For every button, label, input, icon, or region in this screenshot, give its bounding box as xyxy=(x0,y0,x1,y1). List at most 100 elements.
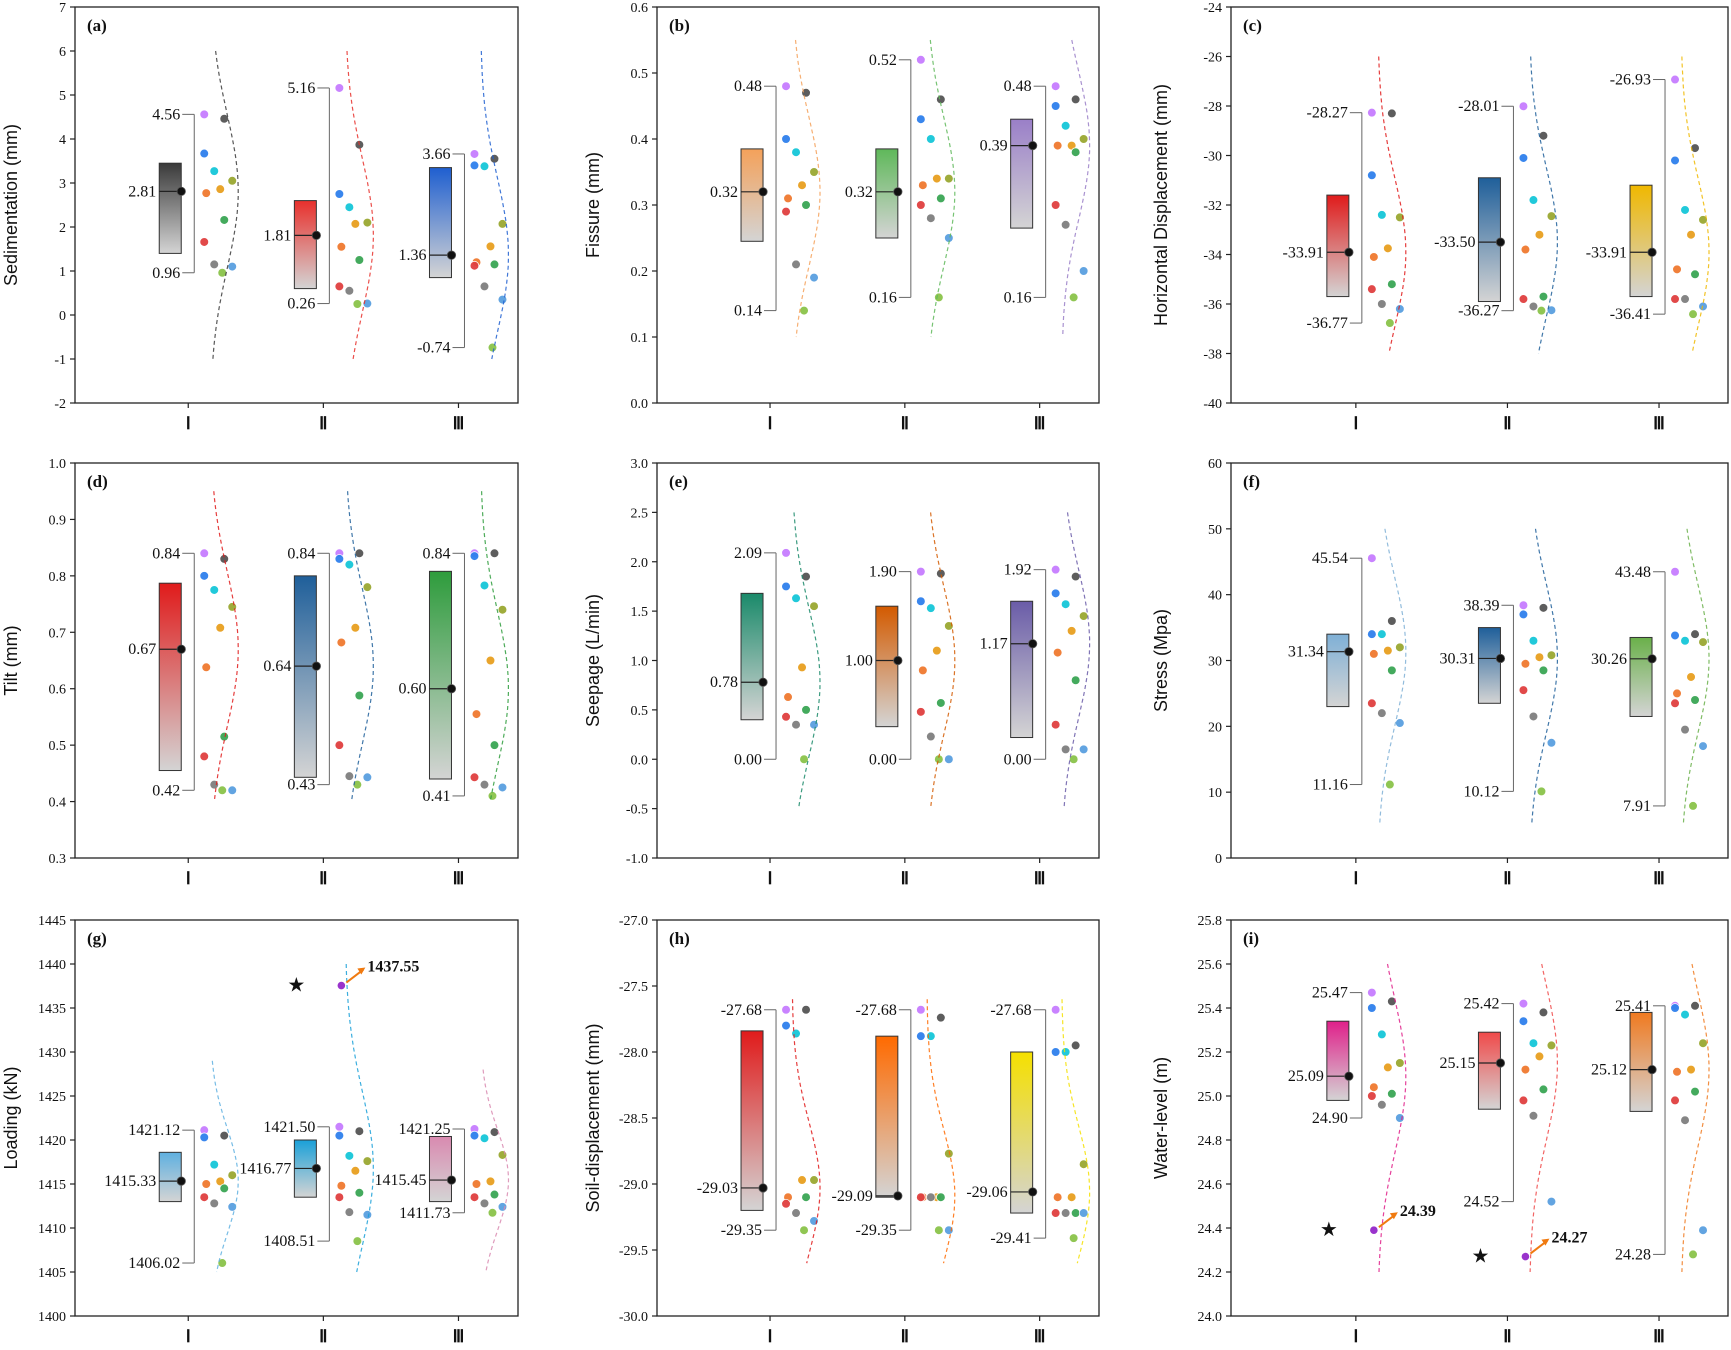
data-point xyxy=(944,1225,954,1235)
data-point xyxy=(1680,1115,1690,1125)
panel-label: (b) xyxy=(669,16,690,35)
mean-point xyxy=(311,1163,321,1174)
group-d-2: 0.84 0.64 0.43 xyxy=(263,491,374,802)
panel-label: (e) xyxy=(669,472,688,491)
data-point xyxy=(1670,1003,1680,1013)
min-label: 1411.73 xyxy=(399,1205,450,1222)
data-point xyxy=(944,754,954,765)
data-point xyxy=(1686,672,1696,682)
x-tick-label: Ⅱ xyxy=(319,414,327,433)
data-point xyxy=(936,698,946,708)
data-point xyxy=(1078,134,1089,144)
y-tick-label: 1405 xyxy=(38,1266,66,1281)
data-point xyxy=(1395,1113,1405,1123)
min-label: -0.74 xyxy=(417,340,450,357)
data-point xyxy=(227,1170,238,1180)
density-curve xyxy=(1531,528,1558,826)
density-curve xyxy=(794,39,821,338)
data-point xyxy=(209,1159,220,1170)
data-point xyxy=(1538,1084,1549,1095)
data-point xyxy=(799,754,809,765)
data-point xyxy=(1680,205,1690,215)
y-tick-label: 1445 xyxy=(38,914,66,929)
max-label: 0.48 xyxy=(734,78,762,95)
y-tick-label: 6 xyxy=(59,45,66,60)
data-point xyxy=(1690,695,1700,705)
data-point xyxy=(1686,229,1696,240)
panel-label: (c) xyxy=(1243,16,1262,35)
box-body xyxy=(1477,627,1501,704)
max-label: 0.84 xyxy=(287,545,315,562)
data-point xyxy=(352,1236,363,1246)
max-label: 38.39 xyxy=(1463,597,1499,614)
y-tick-label: 0.4 xyxy=(49,796,67,811)
max-label: 0.48 xyxy=(1004,78,1032,95)
y-tick-label: 0 xyxy=(1215,852,1222,867)
mean-label: -29.06 xyxy=(966,1184,1007,1201)
density-curve xyxy=(929,39,956,338)
y-tick-label: -28 xyxy=(1203,100,1222,115)
x-tick-label: Ⅲ xyxy=(1034,869,1046,888)
density-curve xyxy=(930,512,956,809)
y-axis-label: Soil-displacement (mm) xyxy=(583,1023,603,1212)
y-tick-label: -24 xyxy=(1203,1,1222,16)
data-point xyxy=(344,285,355,296)
y-tick-label: 7 xyxy=(59,1,66,16)
mean-point xyxy=(1647,654,1657,664)
y-tick-label: 1.0 xyxy=(631,655,649,670)
data-point xyxy=(469,1130,480,1141)
data-point xyxy=(781,711,791,722)
data-point xyxy=(1690,1086,1700,1097)
data-point xyxy=(1377,708,1387,718)
data-point xyxy=(479,1133,490,1144)
data-point xyxy=(1670,630,1680,641)
y-tick-label: 0.2 xyxy=(631,265,649,280)
data-point xyxy=(352,779,363,790)
max-label: -28.27 xyxy=(1307,105,1348,122)
data-point xyxy=(1680,294,1690,304)
data-point xyxy=(1060,1208,1071,1218)
y-tick-label: -34 xyxy=(1203,249,1222,264)
data-point xyxy=(932,173,942,184)
data-point xyxy=(217,785,228,796)
data-point xyxy=(1050,588,1061,599)
density-curve xyxy=(793,512,821,809)
box-body xyxy=(740,592,764,721)
mean-label: 1.81 xyxy=(263,227,291,244)
data-point xyxy=(1369,252,1379,262)
data-point xyxy=(1518,1016,1529,1026)
data-point xyxy=(1070,1040,1081,1051)
mean-point xyxy=(1647,247,1657,257)
mean-label: 0.32 xyxy=(845,184,873,201)
data-point xyxy=(497,219,508,229)
x-tick-label: Ⅲ xyxy=(1653,869,1665,888)
y-tick-label: 1435 xyxy=(38,1002,66,1017)
y-axis-label: Fissure (mm) xyxy=(583,152,603,258)
y-tick-label: 1.0 xyxy=(49,457,67,472)
data-point xyxy=(1680,635,1690,646)
outlier-label: 24.27 xyxy=(1551,1230,1587,1247)
y-tick-label: 0 xyxy=(59,309,66,324)
data-point xyxy=(350,219,361,229)
data-point xyxy=(1050,564,1061,575)
y-tick-label: 0.9 xyxy=(49,513,67,528)
group-h-2: -27.68 -29.09 -29.35 xyxy=(832,999,956,1264)
panel-e: -1.0 -0.5 0.0 0.5 1.0 1.5 2.0 2.5 3.0 Seepage (L/… xyxy=(583,457,1100,888)
data-point xyxy=(469,260,480,271)
density-curve xyxy=(213,491,239,802)
data-point xyxy=(926,603,936,613)
data-point xyxy=(809,1175,819,1185)
data-point xyxy=(1387,108,1397,119)
data-point xyxy=(1377,629,1387,639)
data-point xyxy=(489,548,500,559)
data-point xyxy=(1688,309,1698,319)
data-point xyxy=(1538,291,1549,302)
x-tick-label: Ⅲ xyxy=(1653,1327,1665,1345)
panel-label: (d) xyxy=(87,472,108,491)
data-point xyxy=(1066,1192,1077,1202)
data-point xyxy=(1518,294,1529,304)
y-tick-label: 0.4 xyxy=(631,133,649,148)
outlier-point xyxy=(1520,1252,1531,1262)
box-body xyxy=(875,605,899,728)
y-tick-label: 0.5 xyxy=(631,704,649,719)
